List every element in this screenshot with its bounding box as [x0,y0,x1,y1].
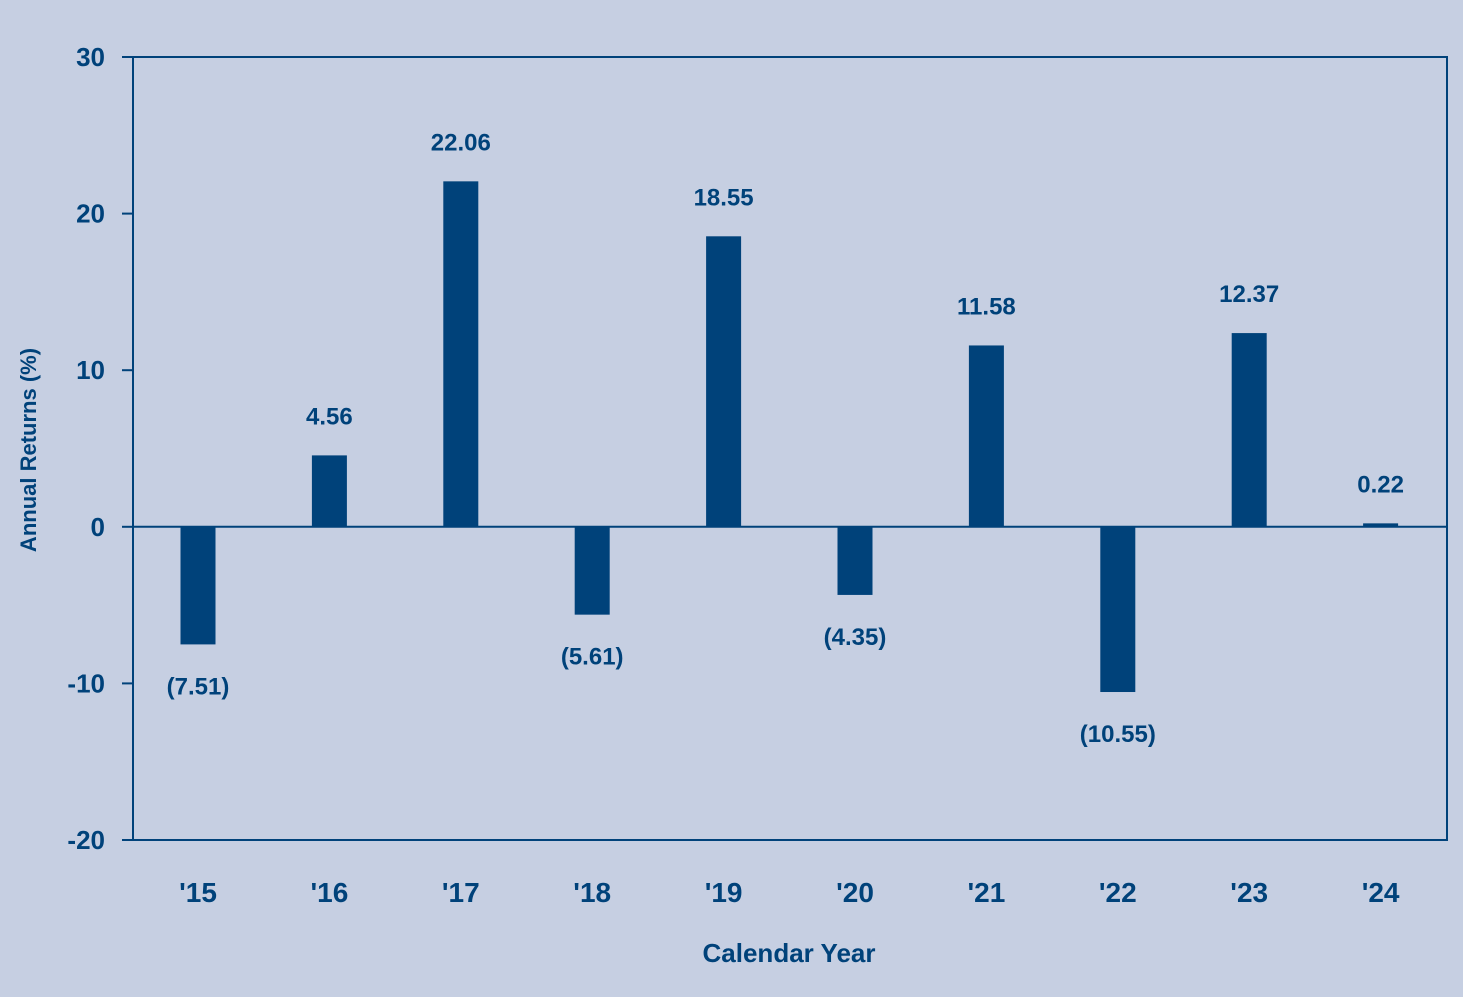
bar [311,455,347,527]
x-tick-label: '22 [1099,877,1137,908]
bar [180,526,216,645]
data-label: 11.58 [957,293,1016,320]
x-tick-label: '19 [705,877,743,908]
x-tick-label: '24 [1362,877,1400,908]
x-tick-label: '18 [573,877,611,908]
y-tick-label: 20 [76,199,105,229]
x-tick-label: '17 [442,877,480,908]
x-tick-label: '16 [310,877,348,908]
bar [706,236,742,527]
data-label: 4.56 [306,403,353,430]
bars [180,181,1399,693]
data-labels: (7.51) 4.56 22.06 (5.61) 18.55 (4.35) 11.58 (10… [167,129,1404,748]
data-label: (7.51) [167,673,230,700]
y-tick-label: 30 [76,42,105,72]
data-label: (5.61) [561,644,624,671]
data-label: 18.55 [694,184,754,211]
y-axis: 30 20 10 0 -10 -20 [67,42,133,855]
bar [1363,523,1399,527]
y-tick-label: 0 [91,512,105,542]
data-label: (10.55) [1080,721,1156,748]
plot-border [132,56,1448,841]
x-tick-label: '21 [967,877,1005,908]
x-tick-label: '20 [836,877,874,908]
y-tick-label: -10 [67,668,105,698]
bar [1231,333,1267,527]
x-tick-label: '23 [1230,877,1268,908]
y-tick-label: -20 [67,825,105,855]
bar [443,181,479,527]
data-label: 12.37 [1219,281,1279,308]
bar [968,345,1004,527]
y-tick-label: 10 [76,355,105,385]
plot-area [132,56,1448,841]
x-axis-title: Calendar Year [703,938,876,968]
data-label: (4.35) [824,624,887,651]
x-axis: '15 '16 '17 '18 '19 '20 '21 '22 '23 '24 [179,877,1400,908]
y-axis-title: Annual Returns (%) [16,348,41,552]
x-tick-label: '15 [179,877,217,908]
data-label: 0.22 [1357,471,1404,498]
bar [837,526,873,595]
bar [1100,526,1136,693]
data-label: 22.06 [431,129,491,156]
bar [574,526,610,615]
